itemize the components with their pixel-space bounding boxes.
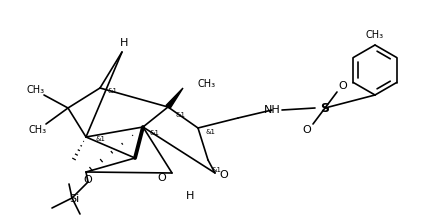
Text: &1: &1 (150, 130, 160, 136)
Text: &1: &1 (95, 136, 105, 142)
Text: &1: &1 (176, 112, 186, 118)
Text: CH₃: CH₃ (27, 85, 45, 95)
Text: CH₃: CH₃ (29, 125, 47, 135)
Text: &1: &1 (211, 167, 221, 173)
Text: Si: Si (69, 194, 79, 204)
Text: O: O (84, 175, 92, 185)
Text: NH: NH (263, 105, 280, 115)
Text: O: O (303, 125, 311, 135)
Text: O: O (339, 81, 347, 91)
Text: O: O (220, 170, 229, 180)
Text: CH₃: CH₃ (198, 79, 216, 89)
Text: CH₃: CH₃ (366, 30, 384, 40)
Text: S: S (320, 101, 329, 115)
Text: H: H (120, 38, 128, 48)
Polygon shape (166, 88, 183, 109)
Text: O: O (158, 173, 166, 183)
Text: &1: &1 (107, 88, 117, 94)
Text: H: H (186, 191, 194, 201)
Text: &1: &1 (205, 129, 215, 135)
